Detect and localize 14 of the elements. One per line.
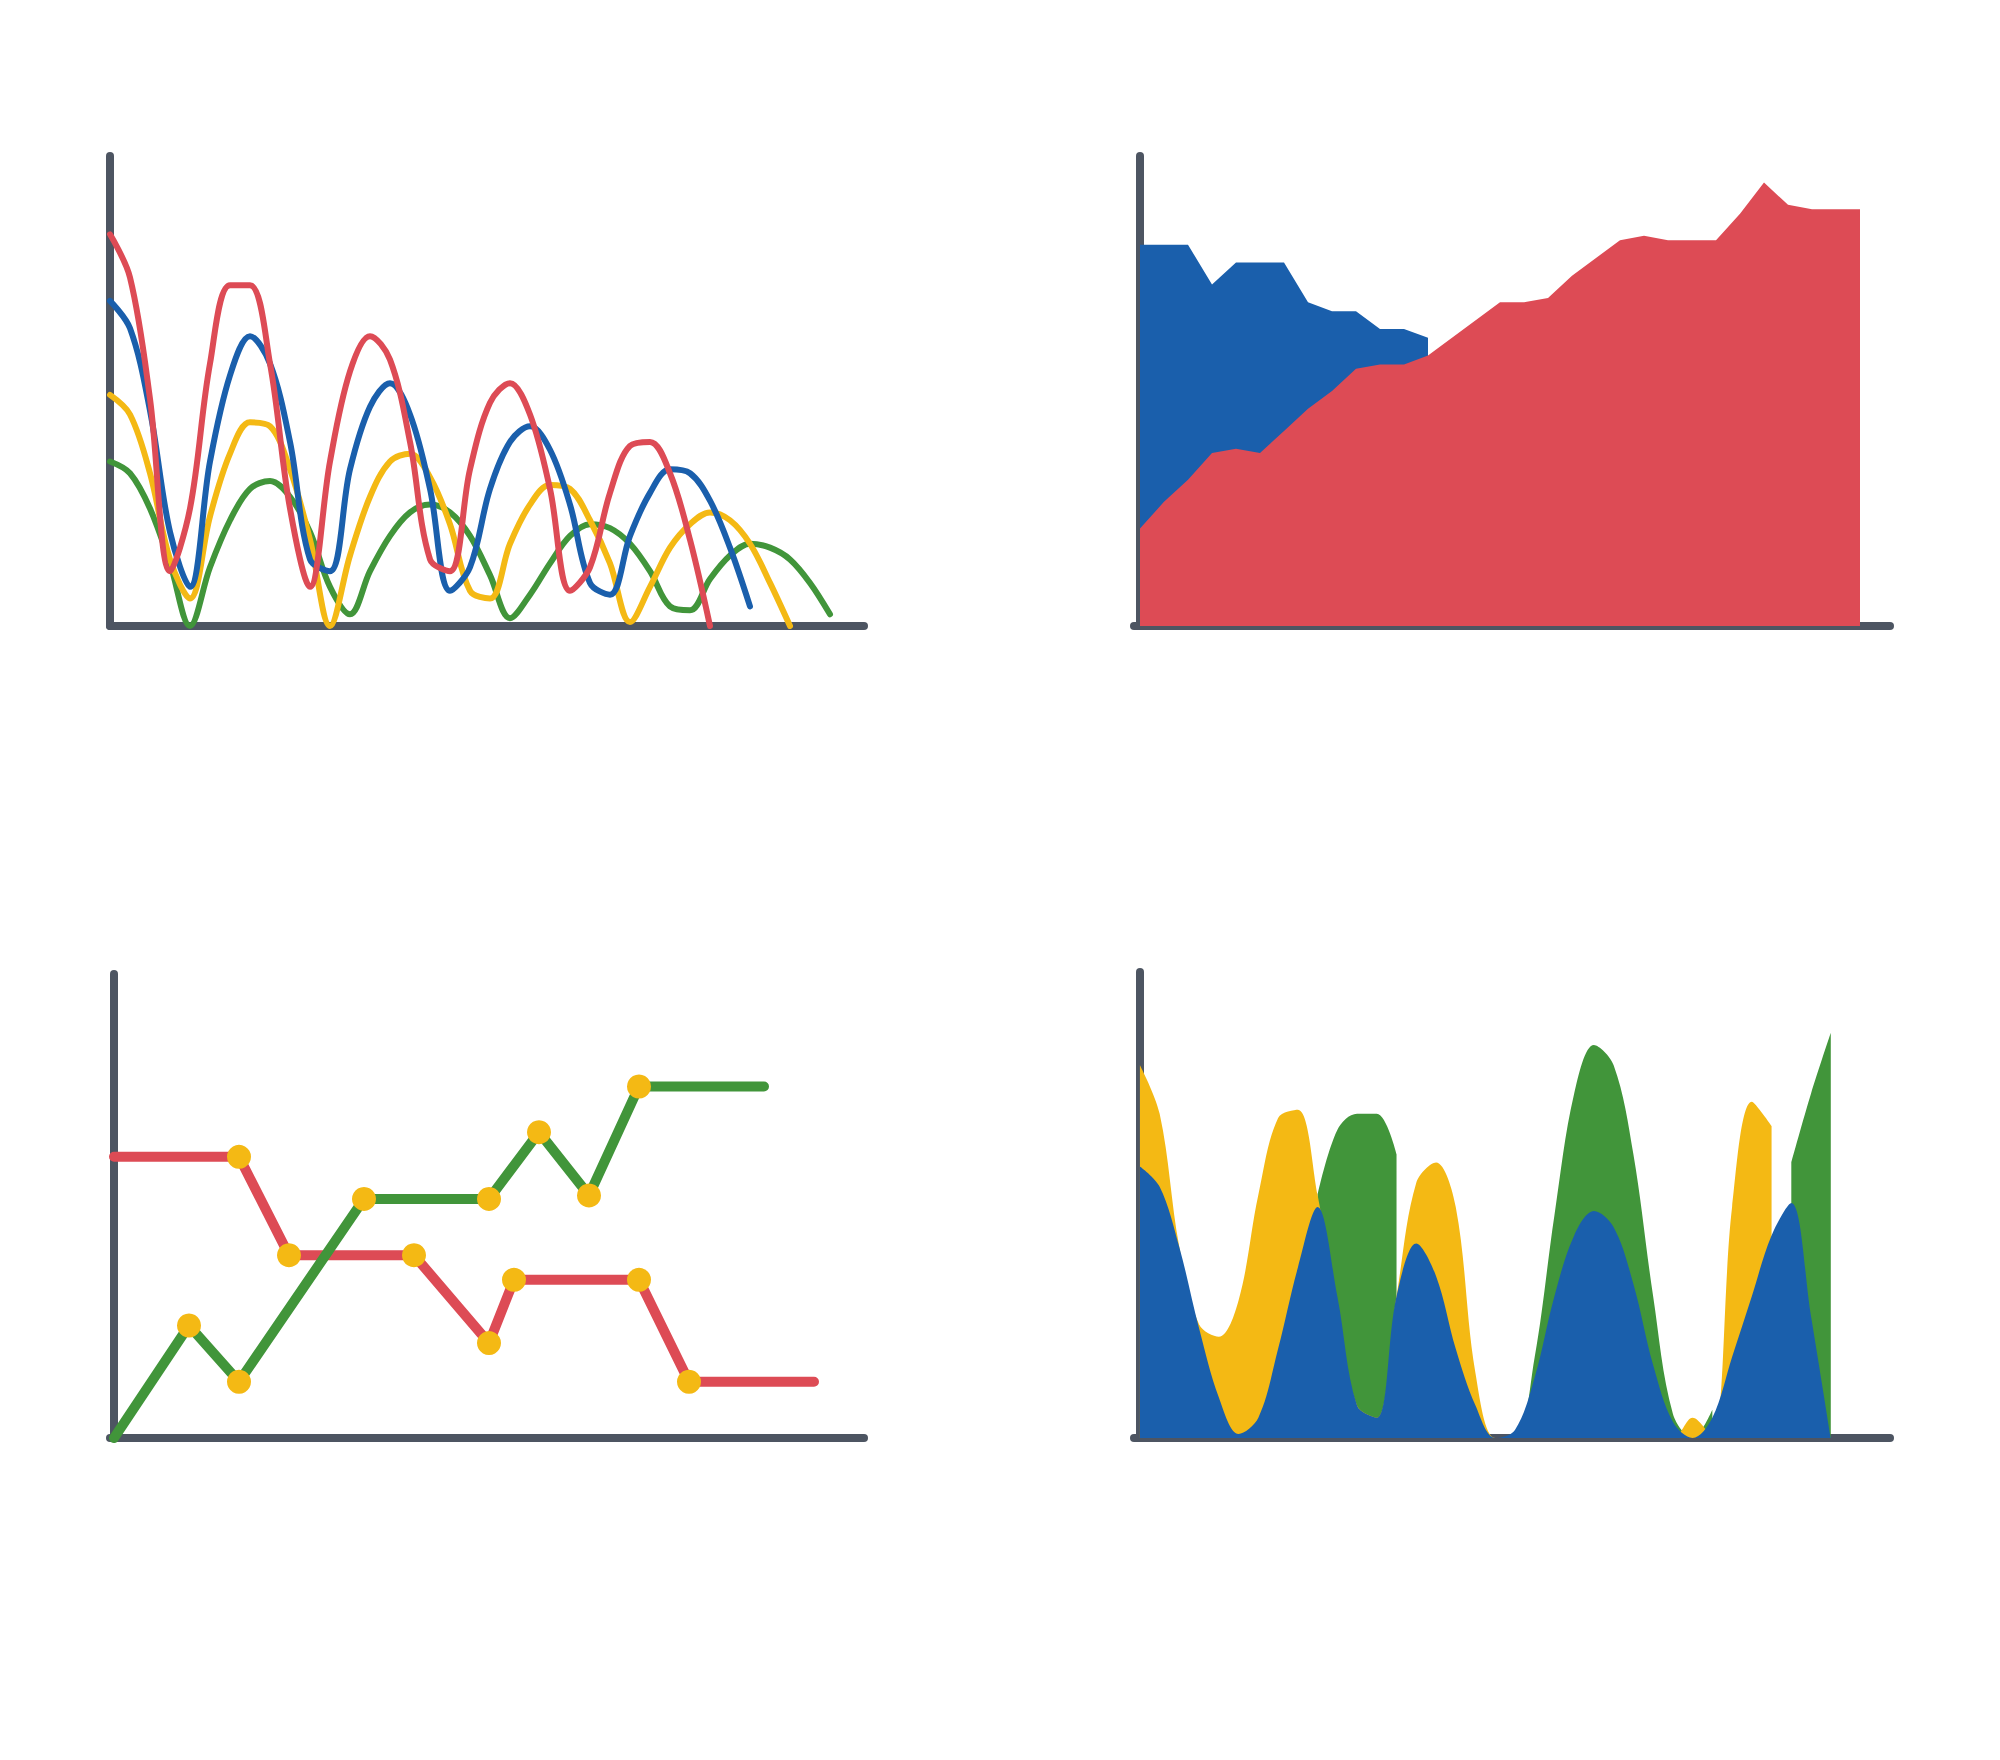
- point: [502, 1267, 526, 1292]
- point: [677, 1369, 701, 1394]
- point: [227, 1144, 251, 1169]
- point: [627, 1074, 651, 1099]
- point: [352, 1186, 376, 1211]
- point: [277, 1243, 301, 1268]
- point: [527, 1120, 551, 1145]
- point: [402, 1243, 426, 1268]
- point: [477, 1331, 501, 1356]
- point: [227, 1369, 251, 1394]
- point: [627, 1267, 651, 1292]
- point: [577, 1183, 601, 1208]
- point: [177, 1313, 201, 1338]
- point: [477, 1186, 501, 1211]
